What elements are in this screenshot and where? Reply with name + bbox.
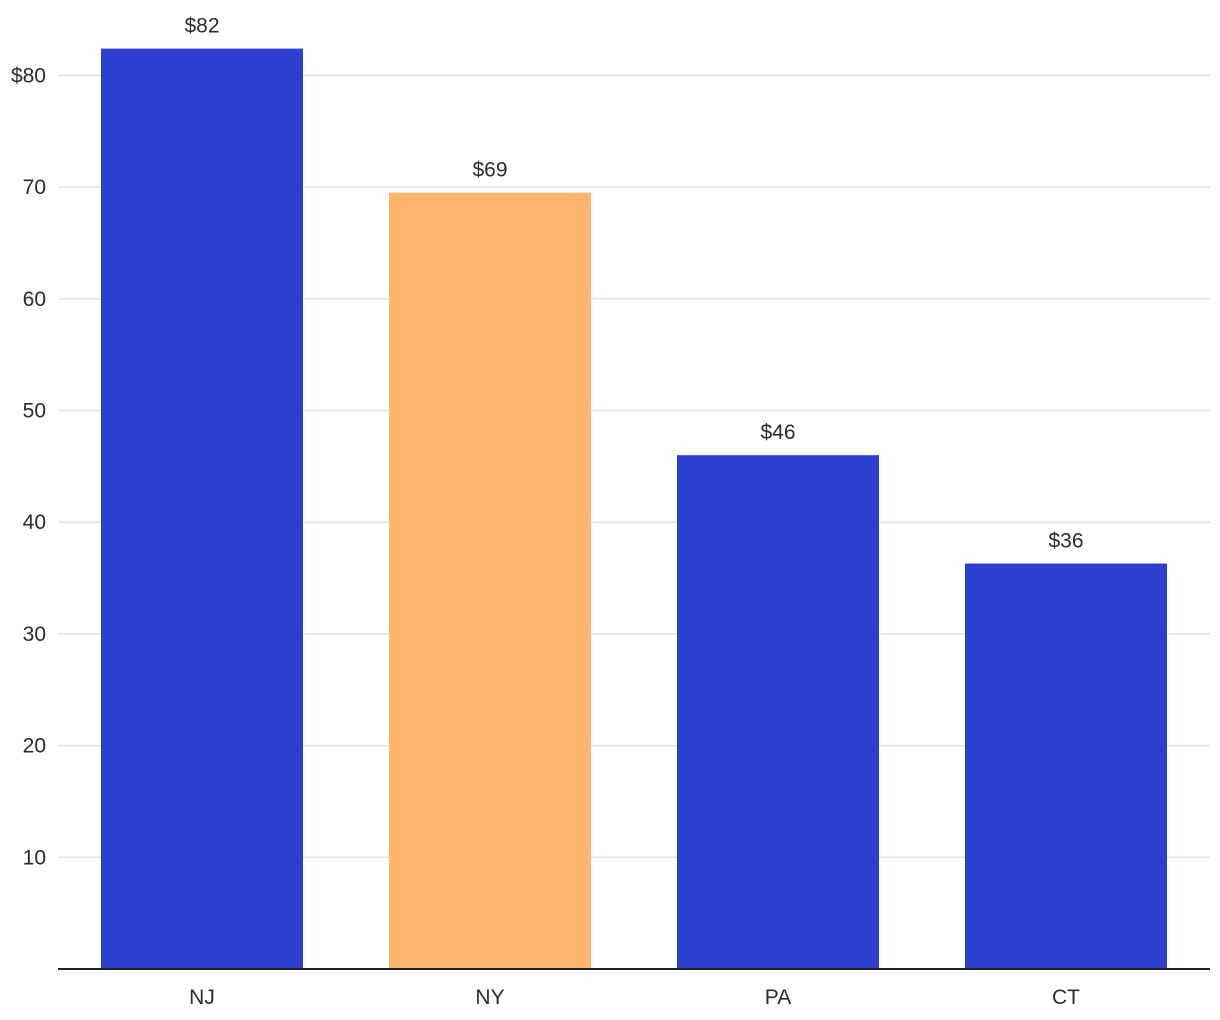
data-label-nj: $82 (184, 15, 219, 38)
y-tick-label: 70 (23, 176, 46, 199)
bar-nj (101, 48, 303, 970)
bars (101, 48, 1167, 970)
bar-pa (677, 455, 879, 969)
x-category-label-ct: CT (1052, 986, 1080, 1009)
x-category-label-ny: NY (475, 986, 504, 1009)
data-label-ny: $69 (472, 159, 507, 182)
y-tick-label: 40 (23, 511, 46, 534)
y-tick-label: 50 (23, 400, 46, 423)
data-label-ct: $36 (1048, 530, 1083, 553)
x-axis-category-labels: NJ NY PA CT (189, 986, 1080, 1009)
y-tick-label: 30 (23, 623, 46, 646)
bar-ct (965, 563, 1167, 969)
bar-ny (389, 192, 591, 969)
x-category-label-pa: PA (765, 986, 791, 1009)
y-axis-tick-labels: 10 20 30 40 50 60 70 $80 (11, 64, 46, 869)
y-tick-label: 60 (23, 288, 46, 311)
y-tick-label: 20 (23, 735, 46, 758)
data-labels: $82 $69 $46 $36 (184, 15, 1083, 553)
y-tick-label: 10 (23, 846, 46, 869)
data-label-pa: $46 (760, 421, 795, 444)
x-category-label-nj: NJ (189, 986, 215, 1009)
y-tick-label: $80 (11, 64, 46, 87)
